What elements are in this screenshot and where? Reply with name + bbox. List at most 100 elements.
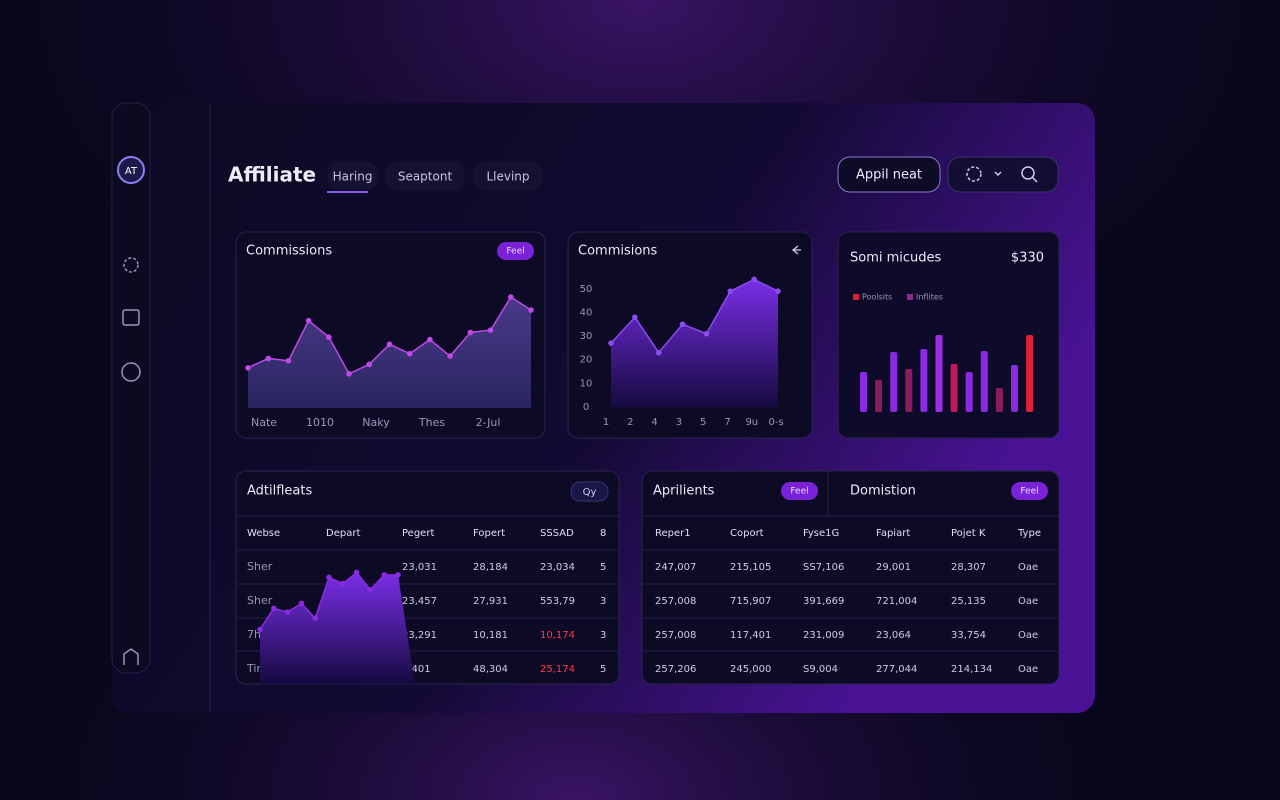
x-tick-label: 1 (603, 417, 609, 428)
cell: 23,034 (540, 562, 575, 573)
x-label: Naky (362, 416, 390, 429)
x-tick-label: 3 (676, 417, 682, 428)
column-header: Coport (730, 528, 764, 539)
logo[interactable] (117, 156, 145, 184)
cell: 277,044 (876, 664, 917, 675)
badge[interactable] (1011, 482, 1048, 500)
point (703, 330, 710, 337)
cell: 257,008 (655, 596, 696, 607)
cell: 117,401 (730, 630, 771, 641)
x-tick-label: 0-s (769, 417, 784, 428)
tab[interactable] (385, 162, 465, 190)
point (528, 307, 534, 313)
cell: 23,031 (402, 562, 437, 573)
table-title: Adtilfleats (247, 484, 312, 499)
cell: 257,008 (655, 630, 696, 641)
point (381, 572, 388, 578)
cell: 391,669 (803, 596, 844, 607)
x-tick-label: 5 (700, 417, 706, 428)
column-header: 8 (600, 528, 606, 539)
column-header: Fapiart (876, 528, 910, 539)
x-tick-label: 4 (651, 417, 657, 428)
point (367, 586, 374, 593)
area-line (610, 278, 779, 354)
bar (1026, 335, 1034, 412)
x-tick-label: 2 (627, 417, 633, 428)
cell: 10,181 (473, 630, 508, 641)
x-label: 1010 (306, 416, 334, 429)
row-name: Sher (247, 594, 273, 607)
cell: 214,134 (951, 664, 992, 675)
point (608, 340, 614, 346)
legend-swatch (853, 294, 859, 300)
tab[interactable] (473, 162, 543, 190)
page-title: Affiliate (228, 163, 316, 187)
back-icon[interactable] (791, 245, 801, 255)
x-label: Thes (418, 416, 445, 429)
card-title: Commisions (578, 244, 658, 259)
y-tick-label: 10 (580, 378, 593, 389)
cell: 247,007 (655, 562, 696, 573)
y-tick-label: 40 (580, 307, 593, 318)
column-header: Pojet K (951, 528, 986, 539)
dropdown-chevron[interactable] (994, 171, 1002, 177)
column-header: Pegert (402, 528, 434, 539)
search-chip[interactable] (570, 481, 609, 502)
point (632, 314, 638, 320)
cell: S9,004 (803, 664, 838, 675)
legend-swatch (907, 294, 913, 300)
cell: Oae (1018, 562, 1038, 573)
point (326, 574, 332, 581)
primary-button[interactable] (837, 156, 941, 193)
table-title: Aprilients (653, 484, 715, 499)
area-fill (611, 279, 778, 407)
badge[interactable] (781, 482, 818, 500)
tab-label: Llevinp (486, 170, 529, 184)
cell: 5 (600, 562, 606, 573)
bar (965, 372, 973, 412)
cell: 245,000 (730, 664, 771, 675)
home-icon[interactable] (123, 648, 139, 665)
point (447, 353, 453, 359)
bar (920, 349, 928, 412)
tab[interactable] (327, 162, 378, 190)
area-fill (248, 297, 531, 408)
badge[interactable] (497, 242, 534, 260)
cell: 2,401 (402, 664, 431, 675)
point (353, 569, 360, 576)
cell: 3 (600, 630, 606, 641)
point (427, 336, 433, 343)
compass-icon[interactable] (121, 362, 141, 382)
point (655, 349, 662, 356)
y-tick-label: 0 (583, 402, 589, 413)
cell: 721,004 (876, 596, 917, 607)
cell: Oae (1018, 664, 1038, 675)
point (727, 288, 734, 294)
badge-label: Feel (1020, 487, 1038, 497)
settings-button[interactable] (966, 166, 982, 182)
cell: 257,206 (655, 664, 696, 675)
cell: 5 (600, 664, 606, 675)
bar (950, 364, 958, 412)
cell: 231,009 (803, 630, 844, 641)
calendar-icon[interactable] (122, 309, 140, 326)
legend-label: Poolsits (862, 293, 892, 302)
search-button[interactable] (1021, 166, 1035, 180)
point (406, 350, 413, 357)
bar (890, 352, 898, 412)
badge-label: Feel (506, 247, 524, 257)
logo-text: AT (125, 166, 138, 177)
cell: 23,457 (402, 596, 437, 607)
point (467, 329, 474, 336)
point (340, 580, 346, 587)
table-card (641, 470, 1060, 685)
bar (860, 372, 867, 412)
settings-icon[interactable] (123, 257, 139, 273)
table-title: Domistion (850, 484, 916, 499)
y-tick-label: 50 (580, 284, 593, 295)
bar (1011, 365, 1018, 412)
search-handle (1031, 176, 1038, 183)
column-header: Type (1017, 528, 1041, 539)
